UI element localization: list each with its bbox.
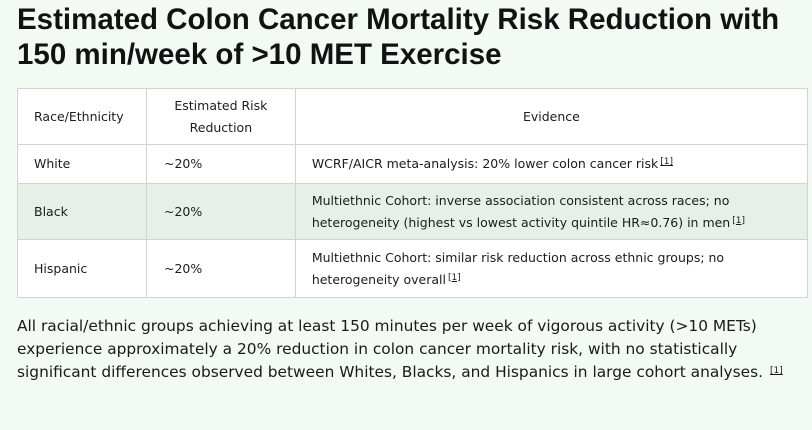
summary-text: All racial/ethnic groups achieving at le… bbox=[17, 317, 764, 381]
summary-paragraph: All racial/ethnic groups achieving at le… bbox=[17, 315, 812, 384]
evidence-text: Multiethnic Cohort: inverse association … bbox=[311, 192, 731, 230]
race-cell: White bbox=[17, 144, 147, 184]
citation-link[interactable]: [1] bbox=[660, 157, 674, 167]
table-row: Black ~20% Multiethnic Cohort: inverse a… bbox=[17, 183, 809, 240]
page-title: Estimated Colon Cancer Mortality Risk Re… bbox=[17, 3, 780, 71]
citation-link[interactable]: [1] bbox=[769, 366, 783, 376]
evidence-cell: WCRF/AICR meta-analysis: 20% lower colon… bbox=[294, 144, 809, 184]
evidence-cell: Multiethnic Cohort: inverse association … bbox=[294, 183, 809, 240]
header-risk-reduction: Estimated Risk Reduction bbox=[145, 88, 296, 145]
table-row: Hispanic ~20% Multiethnic Cohort: simila… bbox=[17, 239, 809, 298]
reduction-cell: ~20% bbox=[145, 239, 296, 298]
header-race: Race/Ethnicity bbox=[17, 88, 147, 145]
evidence-text: WCRF/AICR meta-analysis: 20% lower colon… bbox=[311, 156, 659, 171]
citation-link[interactable]: [1] bbox=[732, 215, 745, 226]
risk-table: Race/Ethnicity Estimated Risk Reduction … bbox=[17, 88, 809, 298]
evidence-cell: Multiethnic Cohort: similar risk reducti… bbox=[294, 239, 809, 298]
evidence-text: Multiethnic Cohort: similar risk reducti… bbox=[311, 249, 725, 287]
race-cell: Hispanic bbox=[17, 239, 147, 298]
table-header-row: Race/Ethnicity Estimated Risk Reduction … bbox=[17, 88, 809, 145]
table-row: White ~20% WCRF/AICR meta-analysis: 20% … bbox=[17, 144, 809, 184]
reduction-cell: ~20% bbox=[145, 183, 296, 240]
reduction-cell: ~20% bbox=[145, 144, 296, 184]
race-cell: Black bbox=[17, 183, 147, 240]
header-evidence: Evidence bbox=[294, 88, 809, 145]
citation-link[interactable]: [1] bbox=[448, 272, 461, 283]
